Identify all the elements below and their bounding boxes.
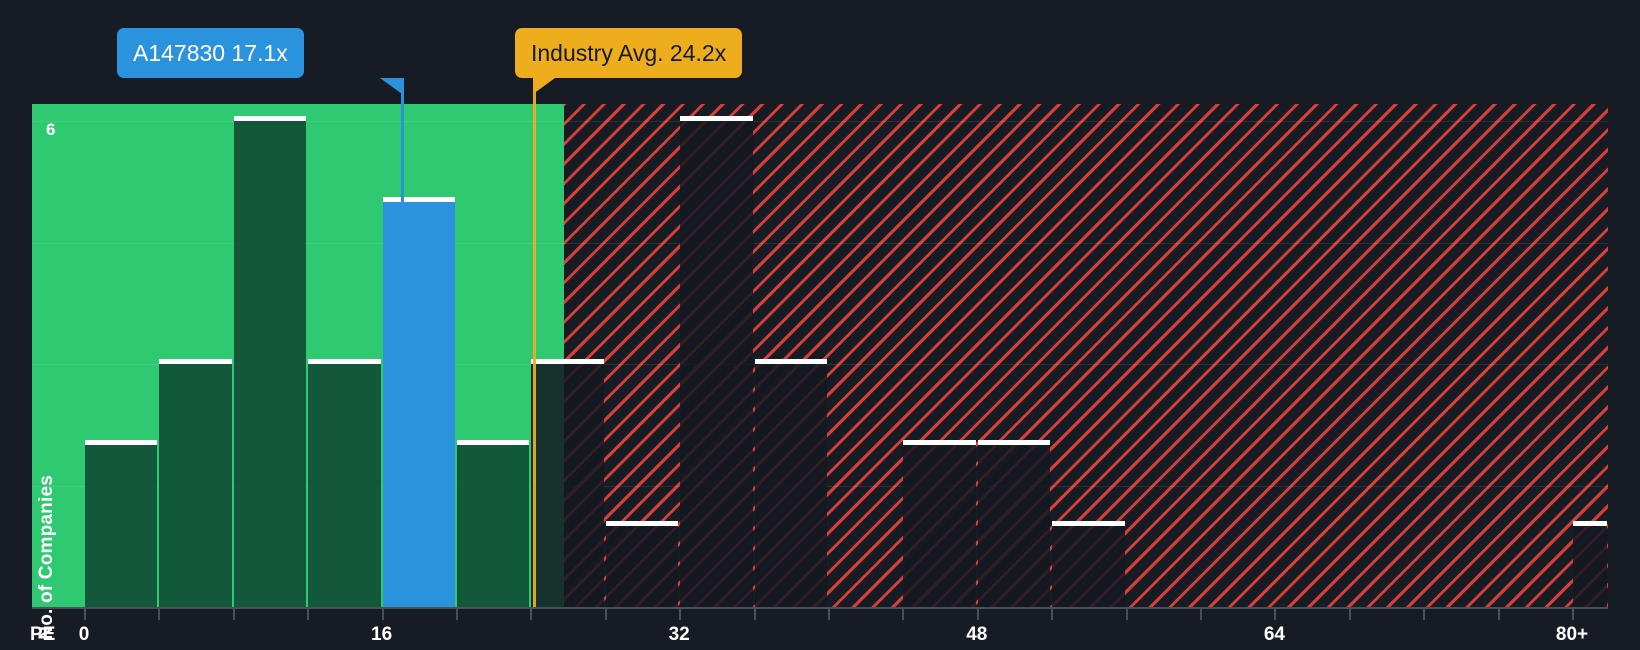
bar-0[interactable] <box>85 440 158 607</box>
x-tick-24 <box>530 609 533 620</box>
bar-body <box>605 526 679 607</box>
x-tick-label-64: 64 <box>1263 624 1285 645</box>
x-tick-16 <box>381 609 384 620</box>
company-callout-tail <box>380 78 403 94</box>
bar-32[interactable] <box>680 116 753 607</box>
x-tick-20 <box>456 609 458 620</box>
bar-cap <box>903 440 976 445</box>
bar-cap <box>1573 521 1607 526</box>
bar-body <box>159 364 232 607</box>
bar-series <box>32 104 1608 607</box>
x-tick-label-16: 16 <box>371 624 393 645</box>
x-tick-68 <box>1348 609 1351 620</box>
x-axis-title: PE <box>30 624 56 645</box>
bar-body <box>680 121 753 607</box>
bar-cap <box>382 197 455 202</box>
x-tick-28 <box>604 609 607 620</box>
x-tick-52 <box>1051 609 1054 620</box>
x-tick-44 <box>902 609 905 620</box>
bar-cap <box>233 116 307 121</box>
bar-body <box>457 445 530 607</box>
industry-average-callout[interactable]: Industry Avg. 24.2x <box>515 28 743 78</box>
bar-cap <box>159 359 232 364</box>
x-tick-4 <box>158 609 161 620</box>
x-tick-label-80+: 80+ <box>1555 624 1589 645</box>
bar-body <box>382 202 455 607</box>
x-tick-64 <box>1274 609 1277 620</box>
x-tick-80 <box>1572 609 1574 620</box>
bar-body <box>754 364 827 607</box>
x-tick-36 <box>753 609 756 620</box>
bar-20[interactable] <box>457 440 530 607</box>
bar-body <box>85 445 158 607</box>
x-tick-label-48: 48 <box>966 624 988 645</box>
bar-16[interactable] <box>382 197 455 607</box>
bar-cap <box>308 359 381 364</box>
company-callout[interactable]: A147830 17.1x <box>117 28 304 78</box>
bar-body <box>903 445 976 607</box>
x-axis-line <box>32 607 1608 609</box>
bar-cap <box>605 521 679 526</box>
bar-24[interactable] <box>531 359 604 607</box>
bar-52[interactable] <box>1052 521 1125 607</box>
bar-cap <box>457 440 530 445</box>
x-tick-60 <box>1200 609 1202 620</box>
x-tick-76 <box>1497 609 1500 620</box>
x-tick-0 <box>84 609 86 620</box>
plot-area <box>32 104 1608 607</box>
bar-cap <box>754 359 827 364</box>
industry-average-marker-line <box>533 78 537 607</box>
bar-body <box>1052 526 1125 607</box>
bar-cap <box>977 440 1051 445</box>
bar-28[interactable] <box>605 521 679 607</box>
bar-body <box>308 364 381 607</box>
bar-body <box>531 364 604 607</box>
x-tick-56 <box>1125 609 1128 620</box>
bar-body <box>977 445 1051 607</box>
bar-80[interactable] <box>1573 521 1607 607</box>
bar-cap <box>680 116 753 121</box>
x-tick-label-0: 0 <box>78 624 90 645</box>
y-axis-title: No. of Companies <box>36 475 57 640</box>
bar-36[interactable] <box>754 359 827 607</box>
x-tick-12 <box>307 609 310 620</box>
bar-12[interactable] <box>308 359 381 607</box>
bar-cap <box>1052 521 1125 526</box>
company-marker-line <box>401 78 405 302</box>
bar-body <box>1573 526 1607 607</box>
x-tick-40 <box>828 609 830 620</box>
bar-cap <box>531 359 604 364</box>
x-tick-48 <box>976 609 979 620</box>
x-tick-label-32: 32 <box>668 624 690 645</box>
y-tick-label-6: 6 <box>46 120 56 139</box>
x-tick-32 <box>679 609 682 620</box>
bar-body <box>233 121 307 607</box>
bar-8[interactable] <box>233 116 307 607</box>
x-tick-8 <box>232 609 235 620</box>
bar-cap <box>85 440 158 445</box>
bar-48[interactable] <box>977 440 1051 607</box>
bar-44[interactable] <box>903 440 976 607</box>
industry-average-callout-tail <box>533 78 556 94</box>
bar-4[interactable] <box>159 359 232 607</box>
x-tick-72 <box>1423 609 1426 620</box>
